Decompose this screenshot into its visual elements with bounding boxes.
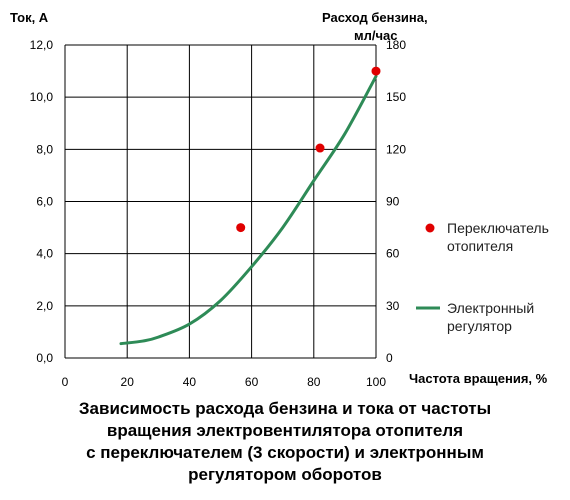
caption-line-1: Зависимость расхода бензина и тока от ча… (78, 399, 492, 418)
left-tick-label: 8,0 (36, 142, 53, 156)
right-tick-label: 0 (386, 351, 393, 365)
x-tick-label: 0 (62, 375, 69, 389)
x-tick-label: 40 (183, 375, 197, 389)
x-tick-label: 20 (121, 375, 135, 389)
left-tick-label: 4,0 (36, 247, 53, 261)
left-tick-label: 0,0 (36, 351, 53, 365)
left-tick-label: 6,0 (36, 195, 53, 209)
right-axis-title-line1: Расход бензина, (322, 10, 428, 25)
legend-label-regulator-line1: Электронный (447, 300, 535, 316)
regulator-current-line (119, 74, 378, 346)
x-tick-label: 100 (366, 375, 386, 389)
right-tick-label: 120 (386, 142, 406, 156)
left-tick-label: 10,0 (30, 90, 54, 104)
left-axis-title: Ток, А (10, 10, 49, 25)
x-axis-title: Частота вращения, % (409, 371, 548, 386)
right-tick-label: 180 (386, 38, 406, 52)
legend-label-switch-line2: отопителя (447, 238, 514, 254)
legend-marker-switch (425, 223, 435, 233)
caption-line-2: вращения электровентилятора отопителя (106, 421, 464, 440)
x-tick-label: 60 (245, 375, 259, 389)
legend-label-regulator-line2: регулятор (447, 318, 512, 334)
legend-label-switch-line1: Переключатель (447, 220, 549, 236)
caption-line-3: с переключателем (3 скорости) и электрон… (86, 443, 484, 462)
switch-data-point (371, 66, 381, 76)
chart-caption: Зависимость расхода бензина и тока от ча… (0, 398, 570, 486)
right-axis-title-line2: мл/час (354, 28, 398, 43)
left-tick-label: 2,0 (36, 299, 53, 313)
right-tick-label: 90 (386, 195, 400, 209)
right-tick-label: 30 (386, 299, 400, 313)
left-tick-label: 12,0 (30, 38, 54, 52)
right-tick-label: 60 (386, 247, 400, 261)
caption-line-4: регулятором оборотов (188, 465, 382, 484)
switch-data-point (236, 223, 246, 233)
right-tick-label: 150 (386, 90, 406, 104)
x-tick-label: 80 (307, 375, 321, 389)
switch-data-point (315, 143, 325, 153)
